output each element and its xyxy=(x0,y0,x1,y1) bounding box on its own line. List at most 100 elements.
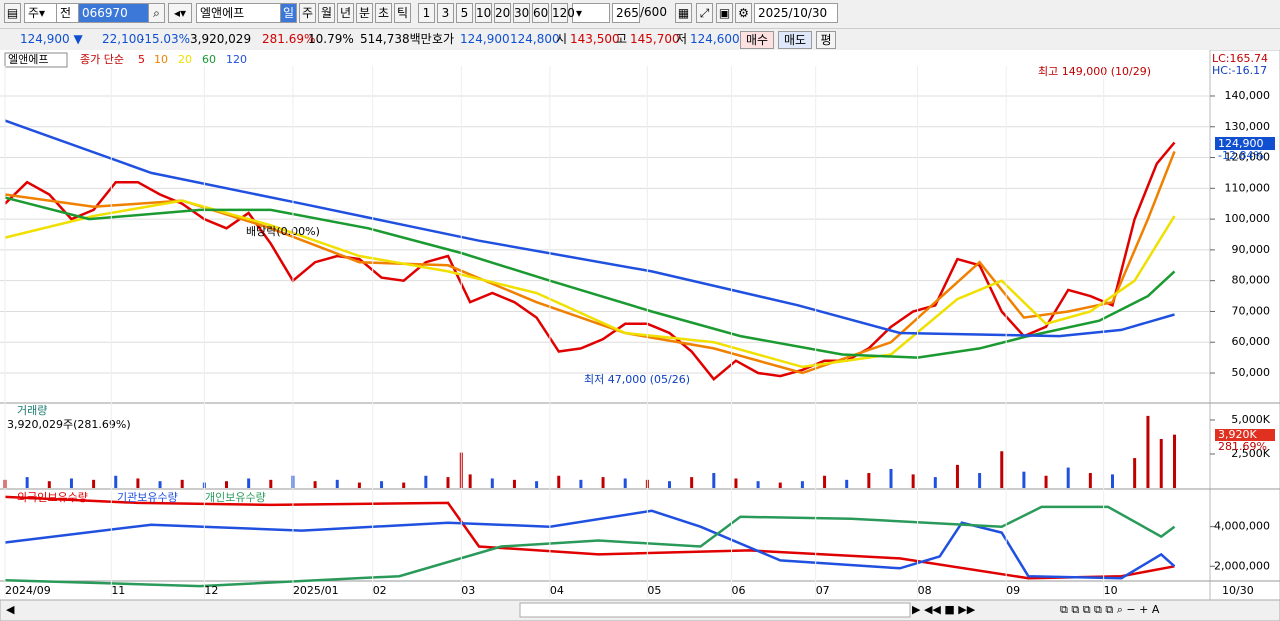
interval-button[interactable]: 120 xyxy=(551,3,575,23)
avg-button[interactable]: 평 xyxy=(816,31,836,49)
hc-label: HC:-16.17 xyxy=(1212,64,1267,77)
x-tick-label: 02 xyxy=(373,584,387,597)
volume-bar xyxy=(380,481,384,488)
volume-bar xyxy=(247,478,251,488)
volume-bar xyxy=(1133,458,1137,488)
x-tick-label: 08 xyxy=(918,584,932,597)
period-button[interactable]: 년 xyxy=(337,3,354,23)
last-price-box xyxy=(1215,137,1275,150)
volume-bar xyxy=(92,479,96,488)
volume-bar xyxy=(468,474,472,488)
x-tick-label: 2024/09 xyxy=(5,584,51,597)
volume-bar xyxy=(579,479,583,488)
period-button[interactable]: 분 xyxy=(356,3,373,23)
legend-box xyxy=(4,52,68,68)
y-tick-label: 120,000 xyxy=(1225,151,1271,164)
volume-bar xyxy=(623,478,627,488)
dividend-annotation: 배당락(0.00%) xyxy=(246,225,320,238)
volume-bar xyxy=(424,475,428,488)
volume-bar xyxy=(512,479,516,488)
y-tick-label: 130,000 xyxy=(1225,120,1271,133)
period-button[interactable]: 틱 xyxy=(394,3,411,23)
open-label: 시 xyxy=(556,32,568,46)
turnover: 10.79% xyxy=(308,32,354,46)
date-input[interactable]: 2025/10/30 xyxy=(754,3,838,23)
volume-last-box xyxy=(1215,429,1275,441)
volume-bar xyxy=(158,481,162,488)
scroll-thumb[interactable] xyxy=(519,602,911,618)
sell-button[interactable]: 매도 xyxy=(778,31,812,49)
legend-entry: 20 xyxy=(178,53,192,66)
legend-entry: 기관보유수량 xyxy=(117,491,178,504)
volume-bar xyxy=(1088,473,1092,488)
volume-title: 거래량 xyxy=(17,404,47,417)
code-input[interactable]: 066970 xyxy=(78,3,152,23)
volume-bar xyxy=(490,478,494,488)
series-line xyxy=(4,141,1176,381)
y-tick-label: 60,000 xyxy=(1232,335,1271,348)
series-line xyxy=(4,199,1176,369)
volume-bar xyxy=(978,473,982,488)
volume-last: 3,920K xyxy=(1218,428,1257,441)
info-bar: 124,900 ▼ 22,100 -15.03% 3,920,029 281.6… xyxy=(0,28,1280,51)
high-annotation: 최고 149,000 (10/29) xyxy=(1038,65,1151,78)
period-button[interactable]: 월 xyxy=(318,3,335,23)
volume-bar xyxy=(911,474,915,488)
volume-bar xyxy=(889,468,893,488)
tool-button[interactable]: ⤢ xyxy=(696,3,713,23)
x-tick-label: 05 xyxy=(647,584,661,597)
interval-select[interactable]: ▾ xyxy=(572,3,610,23)
legend-entry: 외국인보유수량 xyxy=(17,491,88,504)
interval-button[interactable]: 1 xyxy=(418,3,435,23)
volume-bar xyxy=(535,481,539,488)
ask: 124,900 xyxy=(460,32,510,46)
sound-button[interactable]: ◂▾ xyxy=(168,3,192,23)
interval-button[interactable]: 3 xyxy=(437,3,454,23)
volume-bar xyxy=(1159,439,1163,488)
bar-count[interactable]: 265 xyxy=(612,3,640,23)
period-button[interactable]: 일 xyxy=(280,3,297,23)
series-line xyxy=(4,505,1176,588)
interval-button[interactable]: 10 xyxy=(475,3,492,23)
volume-bar xyxy=(1044,475,1048,488)
volume-bar xyxy=(557,475,561,488)
series-line xyxy=(4,196,1176,359)
interval-button[interactable]: 5 xyxy=(456,3,473,23)
search-button[interactable]: ⌕ xyxy=(148,3,165,23)
volume-bar xyxy=(1022,471,1026,488)
y-tick-label: 5,000K xyxy=(1231,413,1270,426)
legend-entry: 10 xyxy=(154,53,168,66)
interval-button[interactable]: 60 xyxy=(532,3,549,23)
y-tick-label: 100,000 xyxy=(1225,212,1271,225)
legend-entry: 5 xyxy=(138,53,145,66)
settings-button[interactable]: ⚙ xyxy=(735,3,752,23)
period-button[interactable]: 주 xyxy=(299,3,316,23)
last-price: 124,900 xyxy=(1218,137,1264,150)
volume-bar xyxy=(690,477,694,488)
tool-button[interactable]: ▦ xyxy=(675,3,692,23)
volume-bar xyxy=(136,478,140,488)
bid: 124,800 xyxy=(510,32,560,46)
last-rate: -12.84% xyxy=(1218,149,1264,162)
y-tick-label: 2,000,000 xyxy=(1214,559,1270,572)
volume-bar xyxy=(357,482,361,488)
interval-button[interactable]: 20 xyxy=(494,3,511,23)
volume-bar xyxy=(47,481,51,488)
layout-button[interactable]: ▤ xyxy=(4,3,21,23)
volume-bar xyxy=(712,473,716,488)
buy-button[interactable]: 매수 xyxy=(740,31,774,49)
x-tick-label: 11 xyxy=(111,584,125,597)
mode-select[interactable]: 주▾ xyxy=(24,3,60,23)
volume-ratio: 281.69% xyxy=(262,32,316,46)
zoom-controls[interactable]: ⧉ ⧉ ⧉ ⧉ ⧉ ⌕ − + A xyxy=(1060,603,1160,616)
toolbar: ▤ 주▾ 전 066970 ⌕ ◂▾ 엘앤에프 ▾ 265 /600 ▦ ⤢ ▣… xyxy=(0,0,1280,28)
period-button[interactable]: 초 xyxy=(375,3,392,23)
chart-area: ◀ ▶ ◀◀ ■ ▶▶ ⧉ ⧉ ⧉ ⧉ ⧉ ⌕ − + A 50,000 60,0… xyxy=(0,50,1280,621)
x-end-label: 10/30 xyxy=(1222,584,1254,597)
save-button[interactable]: ▣ xyxy=(716,3,733,23)
volume-bar xyxy=(845,479,849,488)
interval-button[interactable]: 30 xyxy=(513,3,530,23)
scroll-left[interactable]: ◀ xyxy=(6,603,15,616)
scroll-controls[interactable]: ▶ ◀◀ ■ ▶▶ xyxy=(912,603,976,616)
quote-label: 호가 xyxy=(432,32,455,46)
